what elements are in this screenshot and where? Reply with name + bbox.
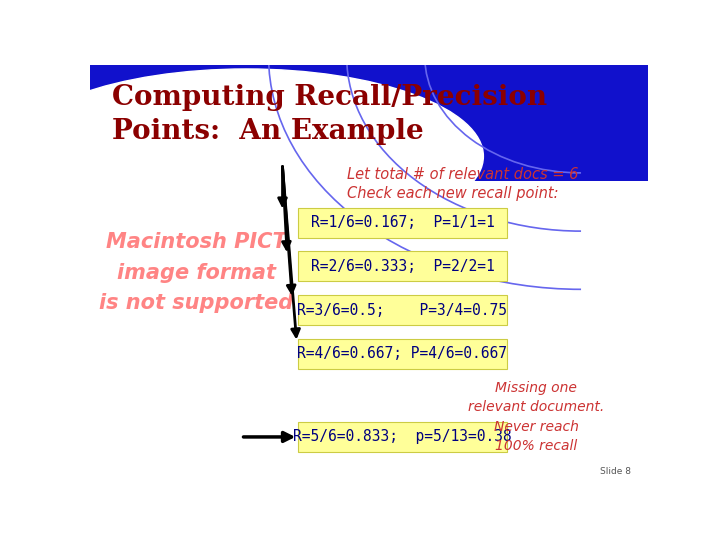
Text: Macintosh PICT
image format
is not supported: Macintosh PICT image format is not suppo… xyxy=(99,232,293,313)
Text: R=1/6=0.167;  P=1/1=1: R=1/6=0.167; P=1/1=1 xyxy=(310,215,495,230)
Text: R=2/6=0.333;  P=2/2=1: R=2/6=0.333; P=2/2=1 xyxy=(310,259,495,274)
Text: Slide 8: Slide 8 xyxy=(600,468,631,476)
FancyBboxPatch shape xyxy=(298,422,507,452)
Polygon shape xyxy=(90,65,648,181)
Text: R=3/6=0.5;    P=3/4=0.75: R=3/6=0.5; P=3/4=0.75 xyxy=(297,302,508,318)
Text: R=5/6=0.833;  p=5/13=0.38: R=5/6=0.833; p=5/13=0.38 xyxy=(293,429,512,444)
FancyBboxPatch shape xyxy=(298,295,507,325)
FancyBboxPatch shape xyxy=(298,339,507,369)
Text: Let total # of relevant docs = 6
Check each new recall point:: Let total # of relevant docs = 6 Check e… xyxy=(347,167,578,201)
Ellipse shape xyxy=(9,69,483,244)
FancyBboxPatch shape xyxy=(298,252,507,281)
Text: R=4/6=0.667; P=4/6=0.667: R=4/6=0.667; P=4/6=0.667 xyxy=(297,346,508,361)
Text: Missing one
relevant document.
Never reach
100% recall: Missing one relevant document. Never rea… xyxy=(468,381,605,453)
Text: Computing Recall/Precision
Points:  An Example: Computing Recall/Precision Points: An Ex… xyxy=(112,84,547,145)
FancyBboxPatch shape xyxy=(298,208,507,238)
